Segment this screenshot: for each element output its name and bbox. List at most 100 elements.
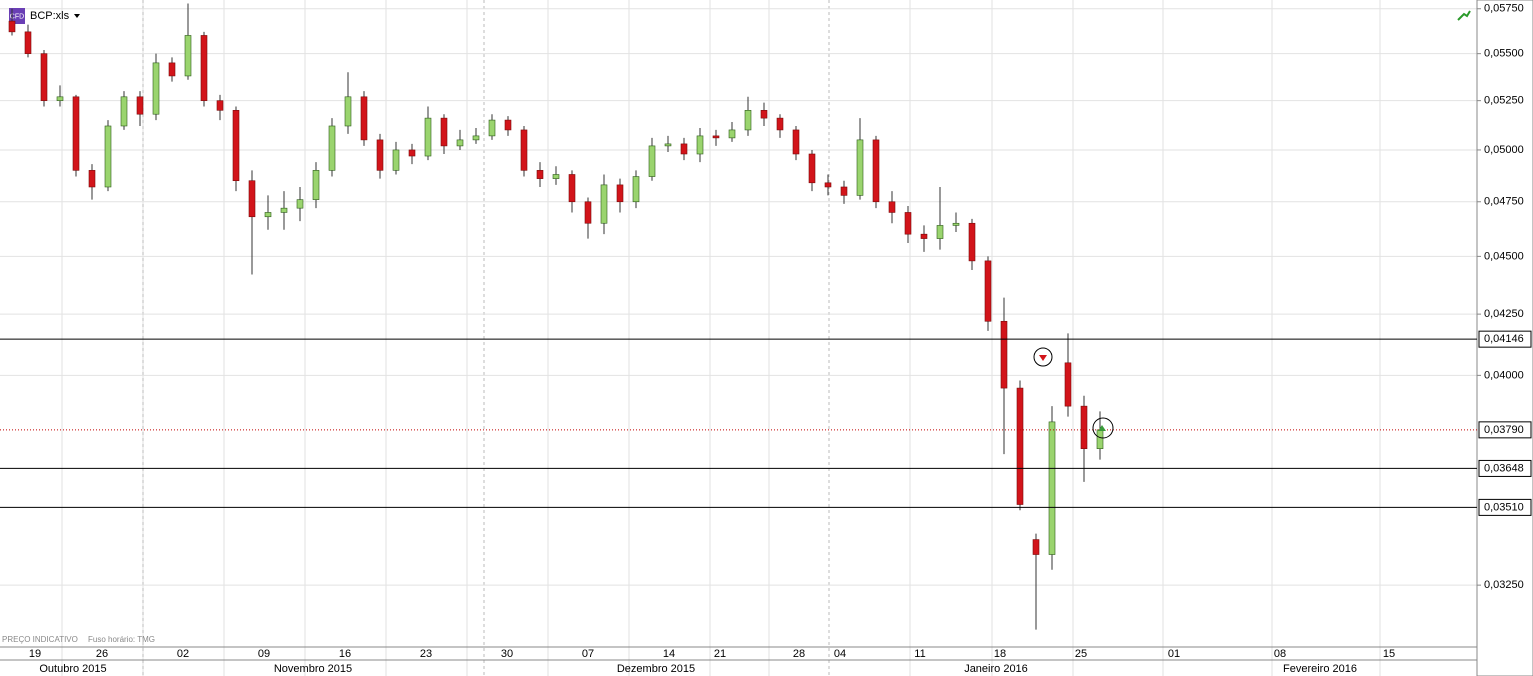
signal-arrow xyxy=(1039,355,1047,361)
level-label: 0,03790 xyxy=(1484,424,1524,436)
signal-arrow xyxy=(1098,425,1106,431)
candle-body xyxy=(872,139,880,203)
candle-body xyxy=(824,182,832,188)
x-tick-label: 25 xyxy=(1075,648,1087,660)
candle-body xyxy=(984,260,992,322)
candle-body xyxy=(776,117,784,131)
candle-body xyxy=(520,129,528,171)
y-tick-label: 0,04250 xyxy=(1484,308,1524,320)
candle-body xyxy=(664,143,672,147)
candle-body xyxy=(808,153,816,184)
candle-body xyxy=(88,170,96,188)
candle-body xyxy=(568,174,576,203)
y-tick-label: 0,04000 xyxy=(1484,369,1524,381)
candle-body xyxy=(1032,539,1040,555)
x-tick-label: 26 xyxy=(96,648,108,660)
dropdown-arrow[interactable] xyxy=(74,14,80,18)
candle-body xyxy=(408,149,416,157)
candle-body xyxy=(504,119,512,131)
candle-body xyxy=(536,170,544,179)
chart-title[interactable]: BCP:xls xyxy=(30,10,70,22)
candle-body xyxy=(856,139,864,196)
month-label: Outubro 2015 xyxy=(39,663,106,675)
candle-body xyxy=(696,135,704,155)
candle-body xyxy=(936,225,944,239)
candle-body xyxy=(392,149,400,171)
candle-body xyxy=(888,201,896,213)
candle-body xyxy=(216,100,224,111)
x-tick-label: 16 xyxy=(339,648,351,660)
candle-body xyxy=(72,96,80,171)
level-label-box xyxy=(1478,330,1532,348)
candle-body xyxy=(1096,429,1104,449)
candle-body xyxy=(840,186,848,196)
level-label-box xyxy=(1478,498,1532,516)
candle-body xyxy=(56,96,64,101)
x-tick-label: 15 xyxy=(1383,648,1395,660)
candle-body xyxy=(680,143,688,155)
level-label: 0,04146 xyxy=(1484,333,1524,345)
candle-body xyxy=(1000,320,1008,389)
y-tick-label: 0,05000 xyxy=(1484,144,1524,156)
y-tick-label: 0,05750 xyxy=(1484,3,1524,15)
candle-body xyxy=(248,180,256,218)
month-label: Fevereiro 2016 xyxy=(1283,663,1357,675)
candle-body xyxy=(152,62,160,115)
footnote: PREÇO INDICATIVO xyxy=(2,635,78,644)
badge: CFD xyxy=(10,13,24,20)
candle-body xyxy=(760,110,768,119)
candle-body xyxy=(184,35,192,77)
candle-body xyxy=(600,184,608,224)
x-tick-label: 21 xyxy=(714,648,726,660)
x-tick-label: 02 xyxy=(177,648,189,660)
candle-body xyxy=(200,35,208,101)
x-tick-label: 08 xyxy=(1274,648,1286,660)
candle-body xyxy=(920,233,928,239)
x-tick-label: 04 xyxy=(834,648,846,660)
candle-body xyxy=(360,96,368,141)
candle-body xyxy=(440,117,448,147)
candle-body xyxy=(1048,421,1056,555)
x-tick-label: 30 xyxy=(501,648,513,660)
x-tick-label: 23 xyxy=(420,648,432,660)
candle-body xyxy=(648,145,656,177)
candle-body xyxy=(264,212,272,218)
footnote: Fuso horário: TMG xyxy=(88,635,155,644)
candle-body xyxy=(232,110,240,182)
month-label: Janeiro 2016 xyxy=(964,663,1028,675)
candle-body xyxy=(456,139,464,147)
month-label: Novembro 2015 xyxy=(274,663,352,675)
level-label: 0,03648 xyxy=(1484,462,1524,474)
y-tick-label: 0,03250 xyxy=(1484,579,1524,591)
candle-body xyxy=(952,222,960,226)
candle-body xyxy=(792,129,800,155)
candle-body xyxy=(424,117,432,157)
x-tick-label: 01 xyxy=(1168,648,1180,660)
candle-body xyxy=(24,31,32,54)
candle-body xyxy=(1016,387,1024,505)
y-tick-label: 0,05250 xyxy=(1484,95,1524,107)
trend-icon xyxy=(1457,10,1471,21)
level-label-box xyxy=(1478,459,1532,477)
candle-body xyxy=(168,62,176,77)
candle-body xyxy=(280,207,288,213)
candle-body xyxy=(296,199,304,209)
candle-body xyxy=(344,96,352,127)
candle-body xyxy=(472,135,480,141)
candle-body xyxy=(616,184,624,203)
x-tick-label: 07 xyxy=(582,648,594,660)
candle-body xyxy=(488,119,496,137)
candle-body xyxy=(552,174,560,179)
candle-body xyxy=(328,125,336,171)
candle-body xyxy=(104,125,112,188)
badge-box xyxy=(9,8,25,24)
candle-body xyxy=(904,212,912,235)
candle-body xyxy=(1080,405,1088,449)
candle-body xyxy=(120,96,128,127)
candle-body xyxy=(728,129,736,139)
candle-body xyxy=(40,53,48,101)
candle-body xyxy=(632,176,640,203)
